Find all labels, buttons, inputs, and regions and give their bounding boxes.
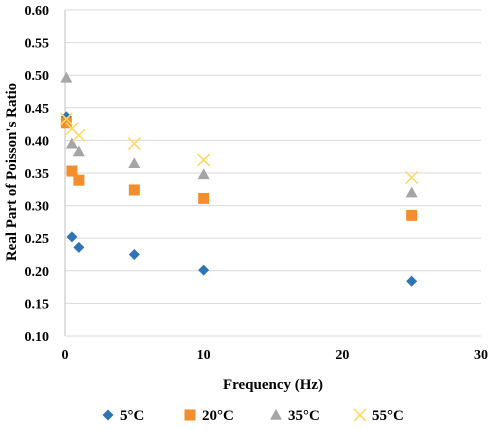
gridlines (64, 9, 481, 337)
data-point (66, 231, 78, 243)
x-tick-label: 0 (62, 348, 69, 363)
legend-label: 35°C (288, 408, 320, 424)
data-point (127, 137, 141, 151)
series-3 (59, 112, 419, 185)
data-point (59, 112, 73, 126)
y-tick-label: 0.35 (25, 167, 50, 182)
data-point (128, 157, 141, 169)
data-point (128, 249, 140, 260)
data-point (197, 168, 210, 180)
y-tick-label: 0.10 (25, 330, 50, 345)
x-axis-title: Frequency (Hz) (223, 377, 323, 393)
data-point (73, 241, 85, 253)
data-point (198, 192, 210, 204)
x-tick-label: 20 (335, 348, 349, 363)
legend-marker-diamond (102, 409, 114, 421)
data-point (405, 186, 418, 198)
data-point (72, 145, 85, 157)
data-point (197, 153, 211, 167)
data-points (59, 71, 419, 287)
data-point (73, 174, 85, 186)
y-tick-label: 0.60 (25, 4, 50, 19)
data-point (66, 165, 78, 177)
data-point (406, 275, 418, 287)
legend: 5°C 20°C 35°C 55°C (102, 408, 404, 424)
y-tick-labels: 0.10 0.15 0.20 0.25 0.30 0.35 0.40 0.45 0.50 0.55… (25, 4, 50, 345)
y-tick-label: 0.30 (25, 200, 50, 215)
legend-label: 5°C (120, 408, 144, 424)
x-tick-label: 10 (197, 348, 211, 363)
x-tick-labels: 0 10 20 30 (62, 348, 489, 363)
series-0 (60, 111, 418, 287)
y-tick-label: 0.15 (25, 297, 50, 312)
y-tick-label: 0.45 (25, 102, 50, 117)
data-point (405, 170, 419, 185)
legend-label: 20°C (202, 408, 234, 424)
data-point (128, 184, 140, 196)
y-tick-label: 0.20 (25, 265, 50, 280)
legend-label: 55°C (372, 408, 404, 424)
data-point (65, 137, 78, 149)
y-tick-label: 0.50 (25, 69, 50, 84)
data-point (60, 71, 73, 83)
x-tick-label: 30 (474, 348, 488, 363)
legend-marker-x (353, 408, 367, 422)
legend-marker-triangle (270, 409, 282, 420)
legend-marker-square (184, 409, 196, 421)
data-point (198, 264, 210, 276)
data-point (72, 128, 86, 142)
y-tick-label: 0.40 (25, 134, 50, 149)
series-2 (60, 71, 418, 198)
y-tick-label: 0.55 (25, 37, 50, 52)
y-axis-title: Real Part of Poisson's Ratio (4, 83, 20, 261)
data-point (406, 209, 418, 221)
y-tick-label: 0.25 (25, 232, 50, 247)
